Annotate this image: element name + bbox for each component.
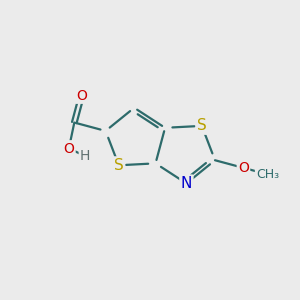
Text: S: S xyxy=(197,118,207,134)
Text: H: H xyxy=(80,149,90,163)
Text: O: O xyxy=(238,161,249,175)
Text: S: S xyxy=(114,158,124,173)
Text: CH₃: CH₃ xyxy=(256,168,279,181)
Text: N: N xyxy=(181,176,192,191)
Text: O: O xyxy=(76,88,87,103)
Text: O: O xyxy=(63,142,74,155)
